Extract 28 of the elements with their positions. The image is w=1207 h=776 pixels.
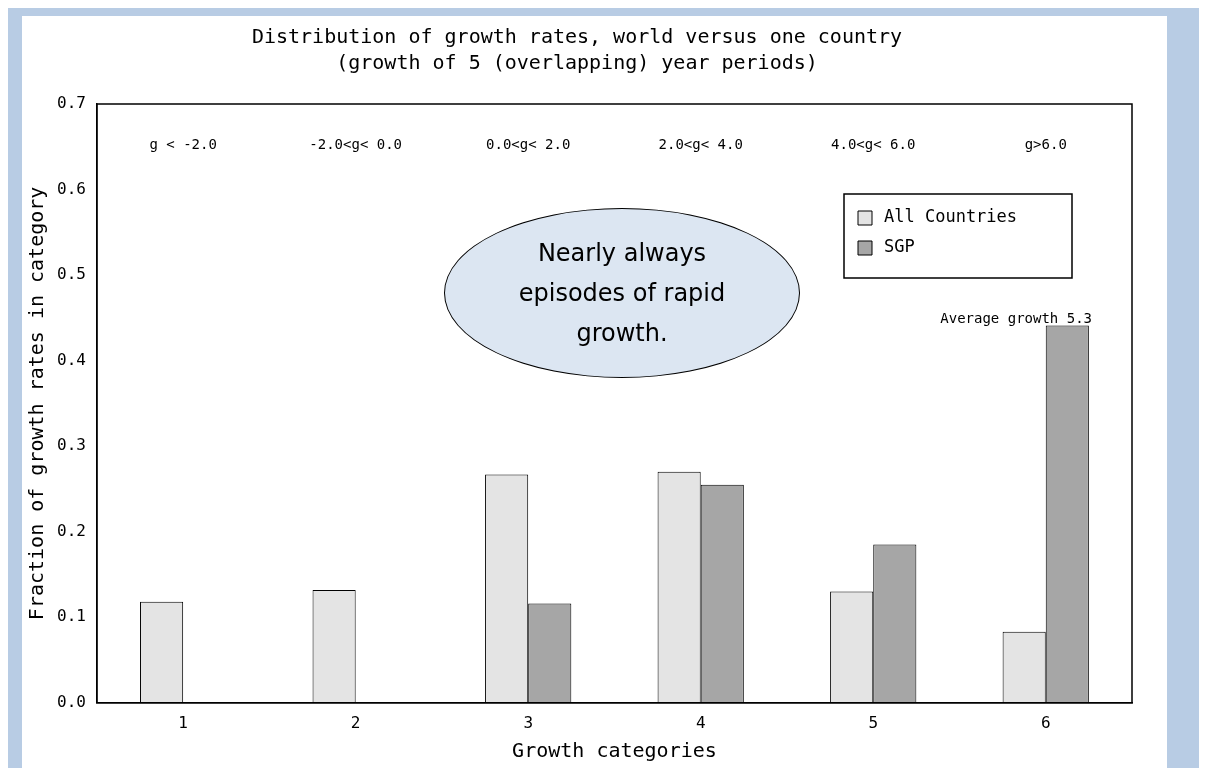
- x-tick-label: 1: [178, 712, 188, 732]
- annotation: g>6.0: [1024, 135, 1067, 152]
- annotation: Average growth 5.3: [940, 309, 1092, 326]
- y-tick-label: 0.1: [56, 606, 86, 626]
- y-tick-label: 0.6: [56, 178, 86, 198]
- annotation: 4.0<g< 6.0: [831, 135, 916, 152]
- y-tick-label: 0.4: [56, 349, 86, 369]
- y-axis-title: Fraction of growth rates in category: [24, 186, 49, 621]
- x-tick-label: 4: [695, 712, 706, 732]
- y-tick-label: 0.0: [56, 691, 86, 711]
- x-tick-label: 6: [1040, 712, 1051, 732]
- x-tick-label: 5: [868, 712, 879, 732]
- y-tick-label: 0.7: [56, 93, 86, 113]
- annotation: g < -2.0: [149, 135, 217, 152]
- chart-title: Distribution of growth rates, world versus one country: [251, 24, 903, 49]
- annotation: 0.0<g< 2.0: [486, 135, 571, 152]
- x-tick-label: 3: [523, 712, 534, 732]
- ellipse-callout: Nearly always episodes of rapid growth.: [444, 208, 800, 378]
- x-tick-label: 2: [350, 712, 361, 732]
- y-tick-label: 0.3: [56, 435, 86, 455]
- legend-label: All Countries: [884, 206, 1018, 227]
- y-tick-label: 0.2: [56, 520, 86, 540]
- y-tick-label: 0.5: [56, 264, 86, 284]
- annotation: 2.0<g< 4.0: [658, 135, 743, 152]
- legend-label: SGP: [884, 236, 915, 257]
- chart-subtitle: (growth of 5 (overlapping) year periods): [336, 50, 818, 75]
- x-axis-title: Growth categories: [512, 738, 717, 763]
- annotation: -2.0<g< 0.0: [309, 135, 403, 152]
